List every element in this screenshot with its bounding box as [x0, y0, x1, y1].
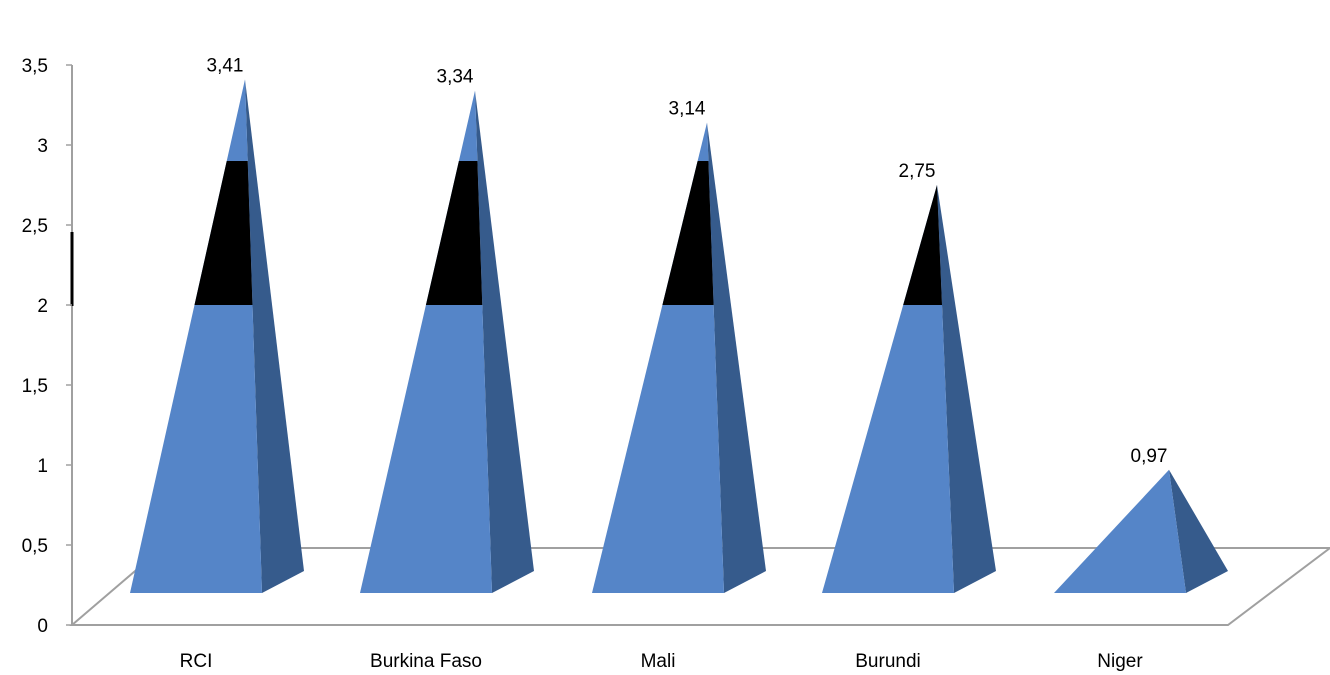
pyramid-side-face	[1169, 469, 1228, 593]
y-tick-label: 0	[37, 616, 48, 637]
y-axis: 0 0,5 1 1,5 2 2,5 3 3,5	[22, 56, 74, 637]
x-axis-labels: RCI Burkina Faso Mali Burundi Niger	[180, 651, 1144, 672]
pyramid-burkina-faso	[360, 90, 534, 593]
pyramid-highlight-band	[903, 185, 942, 305]
x-tick-label: Burundi	[855, 651, 921, 672]
y-tick-label: 3	[37, 136, 48, 157]
pyramid-side-face	[707, 122, 766, 593]
pyramid-highlight-band	[425, 161, 483, 305]
value-label: 3,41	[207, 55, 244, 76]
y-tick-label: 2	[37, 296, 48, 317]
pyramid-side-face	[937, 185, 996, 593]
pyramid-front-face	[130, 79, 262, 593]
y-tick-label: 2,5	[22, 216, 48, 237]
x-tick-label: Niger	[1097, 651, 1143, 672]
y-tick-label: 1,5	[22, 376, 48, 397]
x-tick-label: Mali	[641, 651, 676, 672]
pyramid-side-face	[475, 90, 534, 593]
value-label: 0,97	[1131, 446, 1168, 467]
value-label: 3,14	[669, 99, 706, 120]
y-tick-label: 3,5	[22, 56, 48, 77]
pyramid-rci	[130, 79, 304, 593]
pyramid-highlight-band	[194, 161, 253, 305]
chart-floor	[69, 547, 1330, 626]
value-label: 2,75	[899, 161, 936, 182]
floor-plane	[69, 547, 1330, 626]
value-labels: 3,41 3,34 3,14 2,75 0,97	[207, 55, 1168, 466]
pyramid-niger	[1054, 469, 1228, 593]
pyramid-mali	[592, 122, 766, 593]
pyramid-front-face	[1054, 469, 1186, 593]
y-tick-label: 1	[37, 456, 48, 477]
pyramids	[130, 79, 1228, 593]
x-tick-label: RCI	[180, 651, 213, 672]
pyramid-burundi	[822, 185, 996, 593]
pyramid-side-face	[245, 79, 304, 593]
pyramid-highlight-band	[662, 161, 714, 305]
y-tick-label: 0,5	[22, 536, 48, 557]
value-label: 3,34	[437, 67, 474, 88]
x-tick-label: Burkina Faso	[370, 651, 482, 672]
